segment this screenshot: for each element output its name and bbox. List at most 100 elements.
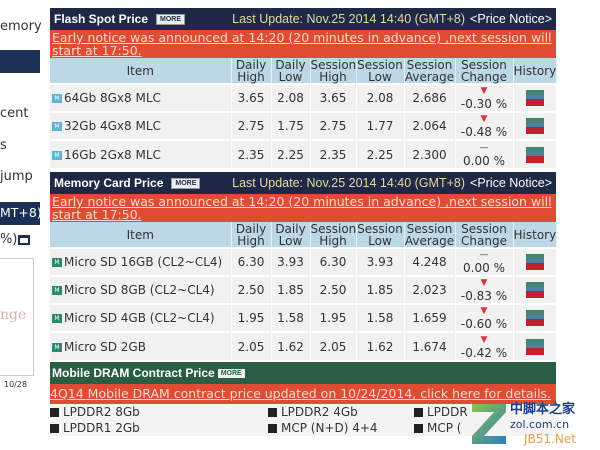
early-notice-link[interactable]: Early notice was announced at 14:20 (20 … bbox=[50, 30, 556, 58]
value-cell: 2.35 bbox=[310, 139, 357, 168]
dram-item-link[interactable]: LPDDR1 2Gb bbox=[50, 420, 268, 436]
sidebar-active-item[interactable] bbox=[0, 50, 40, 73]
history-chart-icon[interactable] bbox=[525, 338, 544, 355]
down-arrow-icon: ▼ bbox=[480, 334, 488, 345]
column-header[interactable]: Session Change bbox=[455, 58, 514, 84]
column-header[interactable]: Item bbox=[50, 58, 232, 84]
column-header[interactable]: Session Average bbox=[404, 221, 456, 248]
memory-card-header: Memory Card Price MORE Last Update: Nov.… bbox=[50, 172, 556, 194]
item-marker-icon: M bbox=[52, 342, 62, 352]
item-name[interactable]: 64Gb 8Gx8 MLC bbox=[64, 91, 161, 105]
sidebar-link[interactable]: jump bbox=[0, 169, 33, 184]
table-row: M 16Gb 2Gx8 MLC 2.35 2.25 2.35 2.25 2.300—0.00… bbox=[50, 139, 557, 168]
memory-card-table: Item Daily High Daily Low Session High Sessi… bbox=[50, 222, 557, 360]
history-chart-icon[interactable] bbox=[525, 90, 544, 106]
early-notice-link[interactable]: Early notice was announced at 14:20 (20 … bbox=[50, 194, 556, 222]
history-chart-icon[interactable] bbox=[525, 282, 544, 298]
item-cell[interactable]: M Micro SD 4GB (CL2~CL4) bbox=[50, 303, 232, 332]
value-cell: 2.686 bbox=[404, 83, 456, 112]
history-cell bbox=[513, 331, 557, 360]
dram-item-link[interactable]: MCP ( bbox=[414, 420, 556, 436]
sidebar: emory cent s jump MT+8) %) nge 10/28 bbox=[0, 0, 44, 450]
column-header[interactable]: Session High bbox=[310, 57, 357, 84]
dram-item-label: MCP ( bbox=[427, 421, 462, 435]
change-cell: ▼ -0.83 % bbox=[455, 275, 514, 304]
change-cell: ▼ -0.48 % bbox=[455, 111, 514, 140]
history-chart-icon[interactable] bbox=[525, 310, 544, 326]
value-cell: 2.50 bbox=[310, 275, 357, 304]
item-marker-icon: M bbox=[52, 150, 62, 160]
change-value: -0.30 % bbox=[460, 97, 508, 111]
flash-spot-header: Flash Spot Price MORE Last Update: Nov.2… bbox=[50, 8, 556, 30]
more-button[interactable]: MORE bbox=[156, 13, 186, 25]
change-value: -0.83 % bbox=[460, 289, 508, 303]
column-header[interactable]: Daily Low bbox=[271, 222, 311, 248]
history-cell bbox=[513, 111, 557, 140]
column-header[interactable]: Daily High bbox=[231, 58, 272, 84]
last-update: Last Update: Nov.25 2014 14:40 (GMT+8) bbox=[232, 176, 466, 190]
value-cell: 6.30 bbox=[231, 247, 272, 276]
value-cell: 1.85 bbox=[271, 275, 311, 304]
change-value: 0.00 % bbox=[463, 261, 505, 275]
dram-item-link[interactable]: LPDDR2 8Gb bbox=[50, 404, 268, 420]
item-name[interactable]: Micro SD 2GB bbox=[64, 339, 146, 354]
history-cell bbox=[513, 275, 557, 304]
value-cell: 2.50 bbox=[231, 275, 272, 304]
price-notice-link[interactable]: <Price Notice> bbox=[470, 176, 552, 190]
value-cell: 1.62 bbox=[271, 331, 311, 360]
dram-item-link[interactable]: MCP (N+D) 4+4 bbox=[268, 420, 414, 436]
value-cell: 1.674 bbox=[404, 331, 456, 360]
history-chart-icon[interactable] bbox=[525, 118, 544, 134]
more-button[interactable]: MORE bbox=[171, 177, 201, 189]
column-header[interactable]: Item bbox=[50, 222, 232, 248]
item-marker-icon: M bbox=[52, 94, 62, 103]
price-notice-link[interactable]: <Price Notice> bbox=[470, 12, 552, 26]
change-value: 0.00 % bbox=[463, 153, 505, 168]
item-name[interactable]: 16Gb 2Gx8 MLC bbox=[64, 147, 161, 162]
item-marker-icon: M bbox=[52, 286, 62, 295]
down-arrow-icon: ▼ bbox=[480, 278, 488, 288]
dram-item-link[interactable]: LPDDR bbox=[414, 404, 556, 420]
table-row: M 64Gb 8Gx8 MLC 3.65 2.08 3.65 2.08 2.686 ▼ -0.3… bbox=[50, 83, 557, 112]
value-cell: 6.30 bbox=[310, 247, 357, 276]
history-chart-icon[interactable] bbox=[525, 146, 544, 163]
value-cell: 2.05 bbox=[231, 331, 272, 360]
contract-price-link[interactable]: 4Q14 Mobile DRAM contract price updated … bbox=[50, 384, 556, 404]
value-cell: 2.08 bbox=[271, 83, 311, 112]
column-header[interactable]: History bbox=[513, 222, 557, 248]
value-cell: 1.75 bbox=[271, 111, 311, 140]
item-cell[interactable]: M 64Gb 8Gx8 MLC bbox=[50, 83, 232, 112]
item-bullet-icon bbox=[50, 408, 59, 417]
item-name[interactable]: Micro SD 4GB (CL2~CL4) bbox=[64, 311, 215, 325]
down-arrow-icon: ▼ bbox=[480, 86, 488, 96]
sidebar-link[interactable]: cent bbox=[0, 106, 29, 121]
item-name[interactable]: Micro SD 8GB (CL2~CL4) bbox=[64, 283, 215, 297]
more-button[interactable]: MORE bbox=[217, 368, 245, 378]
dram-item-label: LPDDR2 8Gb bbox=[63, 405, 140, 419]
dram-item-label: MCP (N+D) 4+4 bbox=[281, 421, 378, 435]
value-cell: 1.58 bbox=[271, 303, 311, 332]
sidebar-link[interactable]: s bbox=[0, 138, 7, 153]
item-cell[interactable]: M Micro SD 2GB bbox=[50, 331, 232, 360]
history-chart-icon[interactable] bbox=[525, 254, 544, 270]
column-header[interactable]: Session Change bbox=[455, 222, 514, 248]
column-header[interactable]: Session Average bbox=[404, 57, 456, 84]
item-cell[interactable]: M Micro SD 16GB (CL2~CL4) bbox=[50, 247, 232, 276]
item-cell[interactable]: M 32Gb 4Gx8 MLC bbox=[50, 111, 232, 140]
table-row: M Micro SD 2GB 2.05 1.62 2.05 1.62 1.674 ▼ -0.42… bbox=[50, 331, 557, 360]
down-arrow-icon: ▼ bbox=[480, 114, 488, 124]
column-header[interactable]: Daily High bbox=[231, 222, 272, 248]
column-header[interactable]: Session Low bbox=[356, 221, 405, 248]
dram-item-link[interactable]: LPDDR2 4Gb bbox=[268, 404, 414, 420]
item-cell[interactable]: M Micro SD 8GB (CL2~CL4) bbox=[50, 275, 232, 304]
item-cell[interactable]: M 16Gb 2Gx8 MLC bbox=[50, 139, 232, 168]
item-name[interactable]: 32Gb 4Gx8 MLC bbox=[64, 119, 161, 133]
column-header[interactable]: History bbox=[513, 58, 557, 84]
section-title: Mobile DRAM Contract Price bbox=[52, 366, 215, 380]
column-header[interactable]: Session Low bbox=[356, 57, 405, 84]
column-header[interactable]: Session High bbox=[310, 221, 357, 248]
calendar-icon[interactable] bbox=[18, 234, 31, 245]
item-name[interactable]: Micro SD 16GB (CL2~CL4) bbox=[64, 255, 223, 269]
item-marker-icon: M bbox=[52, 314, 62, 323]
column-header[interactable]: Daily Low bbox=[271, 58, 311, 84]
